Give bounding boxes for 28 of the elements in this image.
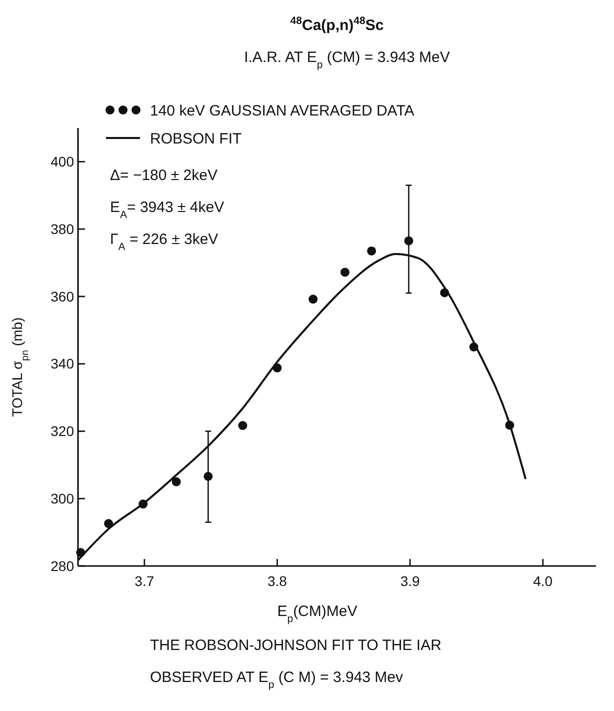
y-tick-label: 380: [50, 220, 74, 237]
annotation: Γ$_{A}$ = 226 ± 3keV: [110, 231, 218, 253]
point: [308, 294, 318, 304]
x-tick-label: 4.0: [533, 573, 553, 589]
y-tick-label: 340: [50, 356, 74, 372]
annotation: E$_{A}$= 3943 ± 4keV: [110, 199, 224, 221]
x-axis-title: E$_{p}$(CM)MeV: [277, 603, 358, 625]
x-tick-label: 3.9: [400, 573, 420, 589]
annotation: Δ= −180 ± 2keV: [110, 167, 218, 184]
text: OBSERVED AT E$_{p}$ (C M) = 3.943 Mev: [150, 669, 404, 691]
x-tick-label: 3.7: [134, 573, 154, 589]
chart-title: $^{48}$Ca(p,n)$^{48}$Sc: [290, 15, 384, 34]
y-tick-label: 360: [50, 288, 74, 304]
point: [172, 477, 181, 486]
point: [340, 268, 350, 277]
chart-subtitle: I.A.R. AT E$_{p}$ (CM) = 3.943 MeV: [244, 49, 450, 71]
point: [404, 236, 414, 246]
x-tick-label: 3.8: [267, 573, 288, 589]
y-tick-label: 280: [50, 558, 74, 574]
y-tick-label: 300: [50, 490, 74, 507]
text: THE ROBSON-JOHNSON FIT TO THE IAR: [150, 637, 442, 654]
point: [367, 246, 376, 256]
y-tick-label: 320: [50, 423, 74, 440]
legend-label: 140 keV GAUSSIAN AVERAGED DATA: [150, 102, 414, 120]
legend-label: ROBSON FIT: [150, 130, 242, 148]
point: [238, 421, 248, 430]
point: [204, 472, 213, 481]
y-tick-label: 400: [50, 154, 74, 170]
